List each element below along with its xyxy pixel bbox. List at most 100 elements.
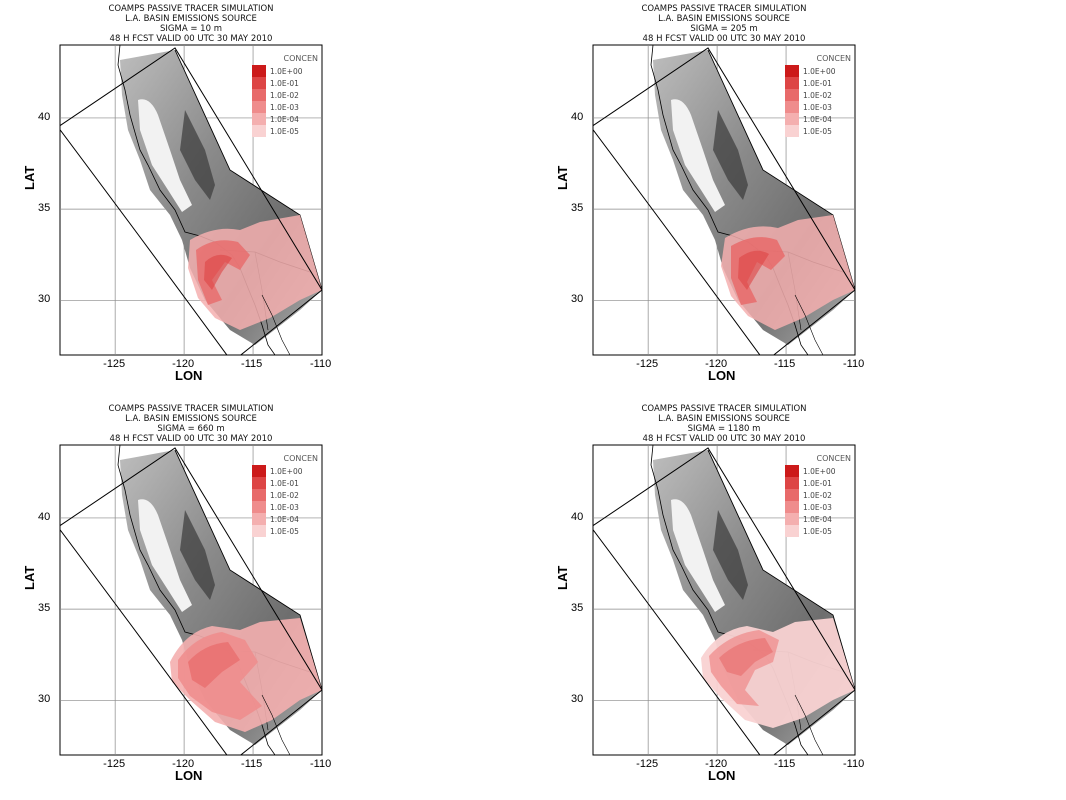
map-plot xyxy=(59,444,323,756)
legend-item: 1.0E+00 xyxy=(252,65,318,77)
legend-level: 1.0E-01 xyxy=(803,78,832,88)
legend-item: 1.0E+00 xyxy=(252,465,318,477)
title-line-4: 48 H FCST VALID 00 UTC 30 MAY 2010 xyxy=(109,434,273,444)
legend: CONCEN 1.0E+00 1.0E-01 1.0E-02 1.0E-03 1… xyxy=(252,53,318,137)
x-tick-label: -110 xyxy=(843,358,865,370)
legend: CONCEN 1.0E+00 1.0E-01 1.0E-02 1.0E-03 1… xyxy=(785,53,851,137)
title-line-4: 48 H FCST VALID 00 UTC 30 MAY 2010 xyxy=(642,34,806,44)
map-plot xyxy=(592,444,856,756)
legend-item: 1.0E-05 xyxy=(252,125,318,137)
legend-level: 1.0E-05 xyxy=(803,526,832,536)
y-axis-label: LAT xyxy=(555,165,570,190)
legend-swatch xyxy=(785,101,799,113)
y-tick-label: 40 xyxy=(38,510,51,523)
x-tick-label: -120 xyxy=(705,358,728,370)
y-tick-label: 30 xyxy=(571,293,584,306)
panel-title: COAMPS PASSIVE TRACER SIMULATION L.A. BA… xyxy=(593,404,855,444)
legend-item: 1.0E-03 xyxy=(785,101,851,113)
legend: CONCEN 1.0E+00 1.0E-01 1.0E-02 1.0E-03 1… xyxy=(785,453,851,537)
legend-swatch xyxy=(252,125,266,137)
legend-item: 1.0E-01 xyxy=(252,477,318,489)
legend-item: 1.0E-04 xyxy=(785,113,851,125)
legend-item: 1.0E-04 xyxy=(252,113,318,125)
legend-swatch xyxy=(785,465,799,477)
panel-title: COAMPS PASSIVE TRACER SIMULATION L.A. BA… xyxy=(60,4,322,44)
y-tick-label: 35 xyxy=(571,602,584,615)
legend-level: 1.0E-05 xyxy=(803,126,832,136)
x-tick-label: -125 xyxy=(103,358,126,370)
legend-level: 1.0E-04 xyxy=(803,114,832,124)
map-panel-2: COAMPS PASSIVE TRACER SIMULATION L.A. BA… xyxy=(533,0,1066,400)
x-tick-label: -125 xyxy=(636,358,659,370)
x-tick-label: -120 xyxy=(705,758,728,770)
domain-boundary xyxy=(60,447,322,755)
legend-level: 1.0E-04 xyxy=(803,514,832,524)
legend-level: 1.0E-02 xyxy=(270,490,299,500)
legend-swatch xyxy=(785,501,799,513)
legend-swatch xyxy=(785,489,799,501)
legend-swatch xyxy=(785,477,799,489)
legend-level: 1.0E-05 xyxy=(270,526,299,536)
legend-item: 1.0E-02 xyxy=(785,89,851,101)
legend-swatch xyxy=(252,501,266,513)
legend-level: 1.0E-03 xyxy=(803,102,832,112)
legend-item: 1.0E-02 xyxy=(785,489,851,501)
legend-level: 1.0E-01 xyxy=(803,478,832,488)
tracer-plume xyxy=(188,215,322,330)
tracer-plume xyxy=(170,618,322,732)
y-tick-label: 35 xyxy=(38,602,51,615)
title-line-3: SIGMA = 205 m xyxy=(690,24,758,34)
title-line-4: 48 H FCST VALID 00 UTC 30 MAY 2010 xyxy=(642,434,806,444)
legend-title: CONCEN xyxy=(283,54,319,63)
title-line-2: L.A. BASIN EMISSIONS SOURCE xyxy=(658,14,790,24)
legend-title: CONCEN xyxy=(816,54,852,63)
legend-item: 1.0E-04 xyxy=(785,513,851,525)
legend-level: 1.0E-01 xyxy=(270,478,299,488)
map-panel-3: COAMPS PASSIVE TRACER SIMULATION L.A. BA… xyxy=(0,400,533,800)
legend-level: 1.0E-03 xyxy=(270,102,299,112)
legend-level: 1.0E+00 xyxy=(270,66,303,76)
x-tick-label: -110 xyxy=(310,358,332,370)
x-tick-label: -110 xyxy=(310,758,332,770)
legend-swatch xyxy=(252,489,266,501)
legend-item: 1.0E-04 xyxy=(252,513,318,525)
legend-item: 1.0E-02 xyxy=(252,89,318,101)
legend-item: 1.0E+00 xyxy=(785,65,851,77)
legend-item: 1.0E-02 xyxy=(252,489,318,501)
x-tick-label: -115 xyxy=(774,758,796,770)
title-line-2: L.A. BASIN EMISSIONS SOURCE xyxy=(658,414,790,424)
legend-swatch xyxy=(252,77,266,89)
domain-boundary xyxy=(593,447,855,755)
legend-swatch xyxy=(252,525,266,537)
legend-swatch xyxy=(252,477,266,489)
legend: CONCEN 1.0E+00 1.0E-01 1.0E-02 1.0E-03 1… xyxy=(252,453,318,537)
x-axis-label: LON xyxy=(708,368,736,383)
legend-swatch xyxy=(252,101,266,113)
title-line-1: COAMPS PASSIVE TRACER SIMULATION xyxy=(641,4,807,14)
y-axis-label: LAT xyxy=(555,565,570,590)
legend-level: 1.0E-05 xyxy=(270,126,299,136)
legend-level: 1.0E+00 xyxy=(803,66,836,76)
legend-swatch xyxy=(252,465,266,477)
x-axis-label: LON xyxy=(175,368,203,383)
legend-title: CONCEN xyxy=(816,454,852,463)
state-border xyxy=(707,449,855,691)
title-line-3: SIGMA = 1180 m xyxy=(687,424,761,434)
title-line-4: 48 H FCST VALID 00 UTC 30 MAY 2010 xyxy=(109,34,273,44)
map-plot xyxy=(59,44,323,356)
x-axis-label: LON xyxy=(175,768,203,783)
y-axis-label: LAT xyxy=(22,165,37,190)
state-border xyxy=(174,449,322,691)
legend-item: 1.0E-05 xyxy=(252,525,318,537)
x-tick-label: -125 xyxy=(103,758,126,770)
domain-boundary xyxy=(60,47,322,355)
legend-level: 1.0E-02 xyxy=(803,90,832,100)
legend-level: 1.0E-02 xyxy=(803,490,832,500)
legend-item: 1.0E-03 xyxy=(785,501,851,513)
legend-item: 1.0E+00 xyxy=(785,465,851,477)
y-tick-label: 40 xyxy=(571,110,584,123)
legend-swatch xyxy=(252,513,266,525)
y-tick-label: 40 xyxy=(571,510,584,523)
x-tick-label: -120 xyxy=(172,758,195,770)
y-tick-label: 30 xyxy=(571,693,584,706)
